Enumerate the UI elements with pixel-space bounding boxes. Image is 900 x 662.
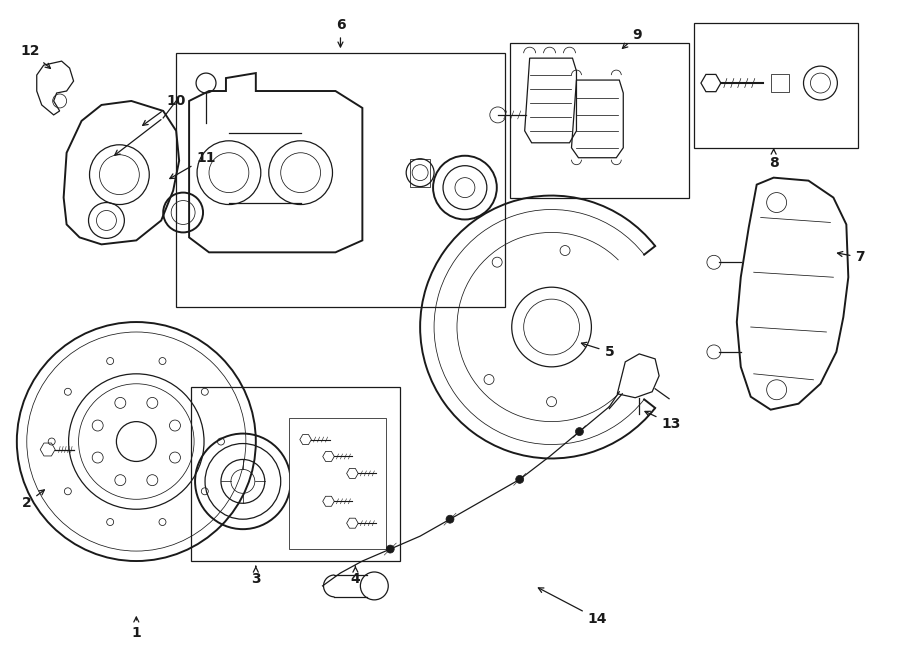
Bar: [694, 23, 859, 148]
Text: 10: 10: [143, 94, 185, 125]
Text: 11: 11: [170, 151, 216, 179]
Text: 14: 14: [538, 588, 608, 626]
Text: 1: 1: [131, 617, 141, 639]
Circle shape: [516, 475, 524, 483]
Text: 8: 8: [769, 149, 778, 169]
Bar: [176, 53, 505, 307]
Text: 2: 2: [22, 490, 44, 510]
Circle shape: [575, 428, 583, 436]
Text: 7: 7: [838, 250, 865, 264]
Text: 9: 9: [623, 28, 642, 48]
Bar: [289, 418, 386, 549]
Text: 3: 3: [251, 566, 261, 586]
Text: 4: 4: [350, 566, 360, 586]
Text: 6: 6: [336, 19, 346, 47]
Text: 5: 5: [581, 342, 614, 359]
Bar: [770, 74, 788, 92]
Bar: [509, 43, 689, 197]
Circle shape: [446, 515, 454, 523]
Text: 12: 12: [20, 44, 50, 68]
Bar: [410, 159, 430, 187]
Text: 13: 13: [645, 411, 680, 430]
Bar: [191, 387, 400, 561]
Circle shape: [386, 545, 394, 553]
